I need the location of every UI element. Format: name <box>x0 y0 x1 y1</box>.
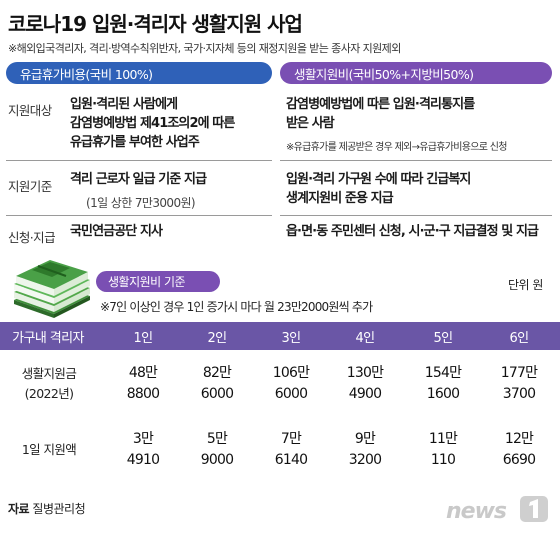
row-label-monthly: 생활지원금 (2022년) <box>4 364 94 404</box>
money-stack-icon <box>14 260 90 318</box>
value-line: 7만 <box>280 431 302 447</box>
divider <box>6 160 272 161</box>
page-subtitle: ※해외입국격리자, 격리·방역수칙위반자, 국가·지자체 등의 재정지원을 받는… <box>8 42 401 55</box>
divider <box>280 160 552 161</box>
value-line: 1600 <box>426 386 460 402</box>
table-cell: 12만 6690 <box>488 429 550 471</box>
table-cell: 48만 8800 <box>112 363 174 405</box>
table-cell: 11만 110 <box>412 429 474 471</box>
value-line: 4910 <box>126 452 160 468</box>
value-line: 6000 <box>200 386 234 402</box>
text-line: 감염병예방법 제41조의2에 따른 <box>70 116 235 131</box>
text-line: 생활지원금 <box>21 366 77 381</box>
row-label-criteria: 지원기준 <box>8 179 52 194</box>
source-line: 자료 질병관리청 <box>8 500 86 517</box>
right-apply-text: 읍·면·동 주민센터 신청, 시·군·구 지급결정 및 지급 <box>286 224 539 239</box>
divider <box>6 215 272 216</box>
value-line: 11만 <box>428 431 458 447</box>
value-line: 106만 <box>272 365 310 381</box>
row-label-apply: 신청·지급 <box>8 230 56 245</box>
table-cell: 106만 6000 <box>260 363 322 405</box>
value-line: 12만 <box>504 431 534 447</box>
value-line: 8800 <box>126 386 160 402</box>
value-line: 48만 <box>128 365 158 381</box>
table-header: 가구내 격리자 1인 2인 3인 4인 5인 6인 <box>0 322 560 350</box>
column-header: 4인 <box>355 330 375 346</box>
text-line: (2022년) <box>24 386 74 401</box>
value-line: 9000 <box>200 452 234 468</box>
text-line: 받은 사람 <box>286 116 335 131</box>
text-line: 감염병예방법에 따른 입원·격리통지를 <box>286 97 475 112</box>
text-line: 유급휴가를 부여한 사업주 <box>70 135 200 150</box>
row-label-daily: 1일 지원액 <box>4 440 94 460</box>
right-target-note: ※유급휴가를 제공받은 경우 제외→유급휴가비용으로 신청 <box>286 142 507 153</box>
value-line: 9만 <box>354 431 376 447</box>
left-criteria-text: 격리 근로자 일급 기준 지급 <box>70 172 207 187</box>
text-line: 1일 지원액 <box>21 442 77 457</box>
value-line: 82만 <box>202 365 232 381</box>
row-label-target: 지원대상 <box>8 103 52 118</box>
value-line: 177만 <box>500 365 538 381</box>
column-header: 2인 <box>207 330 227 346</box>
source-name: 질병관리청 <box>32 502 86 516</box>
table-cell: 177만 3700 <box>488 363 550 405</box>
value-line: 6690 <box>502 452 536 468</box>
left-criteria-sub: (1일 상한 7만3000원) <box>86 196 196 210</box>
table-cell: 9만 3200 <box>334 429 396 471</box>
text-line: 입원·격리된 사람에게 <box>70 97 178 112</box>
value-line: 3만 <box>132 431 154 447</box>
source-label: 자료 <box>8 502 30 516</box>
value-line: 154만 <box>424 365 462 381</box>
column-header: 1인 <box>133 330 153 346</box>
support-badge: 생활지원비 기준 <box>96 271 220 292</box>
table-header-label: 가구내 격리자 <box>12 330 84 346</box>
logo-text: news <box>446 499 507 524</box>
value-line: 3700 <box>502 386 536 402</box>
value-line: 110 <box>430 452 456 468</box>
table-cell: 154만 1600 <box>412 363 474 405</box>
table-cell: 7만 6140 <box>260 429 322 471</box>
value-line: 5만 <box>206 431 228 447</box>
divider <box>280 215 552 216</box>
text-line: 입원·격리 가구원 수에 따라 긴급복지 <box>286 172 471 187</box>
value-line: 6000 <box>274 386 308 402</box>
value-line: 6140 <box>274 452 308 468</box>
left-target-text: 입원·격리된 사람에게 감염병예방법 제41조의2에 따른 유급휴가를 부여한 … <box>70 95 235 152</box>
table-cell: 5만 9000 <box>186 429 248 471</box>
column-header: 3인 <box>281 330 301 346</box>
table-cell: 3만 4910 <box>112 429 174 471</box>
column-header: 6인 <box>509 330 529 346</box>
value-line: 4900 <box>348 386 382 402</box>
news1-logo: news <box>446 496 548 524</box>
right-criteria-text: 입원·격리 가구원 수에 따라 긴급복지 생계지원비 준용 지급 <box>286 170 471 208</box>
table-cell: 130만 4900 <box>334 363 396 405</box>
unit-label: 단위 원 <box>508 278 543 292</box>
support-note: ※7인 이상인 경우 1인 증가시 마다 월 23만2000원씩 추가 <box>100 300 373 314</box>
column-header: 5인 <box>433 330 453 346</box>
left-panel-title: 유급휴가비용(국비 100%) <box>6 62 272 84</box>
text-line: 생계지원비 준용 지급 <box>286 191 394 206</box>
value-line: 3200 <box>348 452 382 468</box>
right-panel-title: 생활지원비(국비50%+지방비50%) <box>280 62 552 84</box>
page-title: 코로나19 입원·격리자 생활지원 사업 <box>8 12 303 36</box>
table-cell: 82만 6000 <box>186 363 248 405</box>
left-apply-text: 국민연금공단 지사 <box>70 224 163 239</box>
value-line: 130만 <box>346 365 384 381</box>
right-target-text: 감염병예방법에 따른 입원·격리통지를 받은 사람 <box>286 95 475 133</box>
